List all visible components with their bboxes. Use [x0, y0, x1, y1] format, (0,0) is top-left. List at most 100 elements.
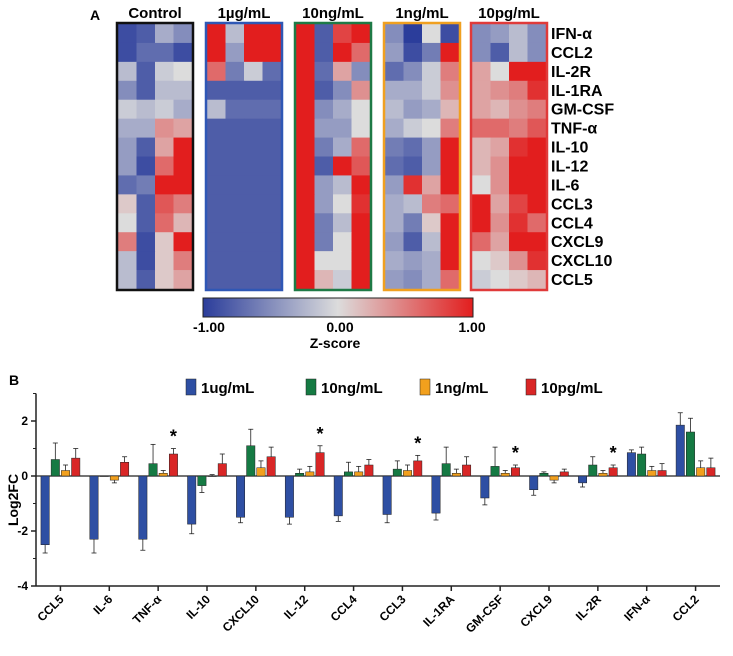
- heatmap-cell: [173, 99, 193, 120]
- heatmap-cell: [527, 24, 547, 44]
- heatmap-cell: [207, 137, 226, 157]
- heatmap-cell: [422, 232, 441, 252]
- heatmap-cell: [296, 270, 315, 290]
- heatmap-cell: [262, 270, 282, 290]
- heatmap-cell: [333, 80, 352, 101]
- heatmap-cell: [225, 118, 245, 138]
- legend-label: 1ng/mL: [435, 380, 488, 397]
- heatmap-cell: [244, 156, 263, 176]
- heatmap-cell: [244, 137, 263, 157]
- bar: [539, 473, 549, 477]
- colorbar-tick-mid: 0.00: [326, 319, 353, 335]
- heatmap-group-border: [382, 21, 462, 292]
- bar: [284, 475, 294, 518]
- heatmap-cell: [207, 194, 226, 214]
- heatmap-cell: [314, 99, 334, 120]
- bar: [138, 475, 148, 540]
- heatmap-group-title: 1µg/mL: [218, 5, 271, 22]
- heatmap-cell: [136, 270, 156, 290]
- heatmap-row-label: GM-CSF: [551, 102, 614, 119]
- heatmap-cell: [173, 156, 193, 176]
- heatmap-cell: [440, 175, 460, 195]
- heatmap-cell: [472, 24, 491, 44]
- heatmap-cell: [527, 251, 547, 271]
- heatmap-cell: [207, 175, 226, 195]
- heatmap-cell: [351, 251, 371, 271]
- heatmap-cell: [422, 213, 441, 233]
- heatmap-group-border: [204, 21, 284, 292]
- heatmap-cell: [351, 118, 371, 138]
- heatmap-cell: [296, 251, 315, 271]
- heatmap-cell: [173, 137, 193, 157]
- heatmap-cell: [262, 99, 282, 120]
- heatmap-cell: [296, 99, 315, 120]
- colorbar: [202, 297, 474, 318]
- bar: [451, 473, 461, 477]
- heatmap-group: 1ng/mL: [382, 5, 462, 292]
- heatmap-cell: [225, 194, 245, 214]
- heatmap-cell: [440, 24, 460, 44]
- bar: [431, 475, 441, 514]
- heatmap-group: 10pg/mL: [469, 5, 549, 292]
- heatmap-cell: [244, 42, 263, 63]
- heatmap-row-label: IL-6: [551, 177, 580, 194]
- heatmap-cell: [472, 156, 491, 176]
- heatmap-cell: [403, 213, 423, 233]
- heatmap-cell: [244, 213, 263, 233]
- bar: [120, 462, 130, 477]
- y-tick-label: -2: [17, 524, 28, 538]
- heatmap-cell: [225, 99, 245, 120]
- heatmap-cell: [509, 194, 528, 214]
- heatmap-cell: [314, 137, 334, 157]
- bar-series: * * * * *: [40, 412, 716, 554]
- legend-swatch: [305, 378, 317, 396]
- legend-swatch: [525, 378, 537, 396]
- bar: [295, 473, 305, 477]
- heatmap-cell: [118, 137, 137, 157]
- heatmap-cell: [155, 137, 174, 157]
- heatmap-cell: [118, 194, 137, 214]
- heatmap-cell: [403, 24, 423, 44]
- heatmap-cell: [173, 270, 193, 290]
- heatmap-cell: [490, 270, 510, 290]
- heatmap-cell: [385, 80, 404, 101]
- heatmap-cell: [244, 232, 263, 252]
- heatmap-cell: [173, 61, 193, 82]
- heatmap-cell: [244, 80, 263, 101]
- heatmap-cell: [136, 213, 156, 233]
- heatmap-cell: [225, 156, 245, 176]
- heatmap-cell: [472, 194, 491, 214]
- heatmap-cell: [314, 213, 334, 233]
- heatmap-cell: [403, 99, 423, 120]
- heatmap-cell: [244, 61, 263, 82]
- heatmap-cell: [333, 270, 352, 290]
- heatmap-cell: [490, 251, 510, 271]
- bar: [441, 463, 451, 477]
- heatmap-cell: [296, 137, 315, 157]
- heatmap-cell: [333, 232, 352, 252]
- heatmap-row-label: IL-12: [551, 158, 588, 175]
- heatmap-row-label: CCL4: [551, 215, 593, 232]
- heatmap-cell: [262, 194, 282, 214]
- heatmap-cell: [527, 61, 547, 82]
- heatmap-row-label: CXCL9: [551, 234, 604, 251]
- heatmap-cell: [509, 24, 528, 44]
- x-tick-label: IFN-α: [621, 592, 653, 624]
- heatmap-cell: [472, 232, 491, 252]
- heatmap-cell: [262, 251, 282, 271]
- heatmap-cell: [118, 175, 137, 195]
- heatmap-cell: [262, 80, 282, 101]
- bar: [608, 467, 618, 477]
- heatmap-cell: [351, 194, 371, 214]
- heatmap-cell: [314, 42, 334, 63]
- heatmap-cell: [118, 99, 137, 120]
- heatmap-cell: [385, 194, 404, 214]
- heatmap-cell: [403, 118, 423, 138]
- heatmap-cell: [472, 61, 491, 82]
- heatmap-group-title: Control: [128, 5, 181, 22]
- bar: [71, 457, 81, 477]
- bar: [217, 463, 227, 477]
- heatmap-cell: [490, 232, 510, 252]
- heatmap-cell: [385, 156, 404, 176]
- heatmap-cell: [385, 251, 404, 271]
